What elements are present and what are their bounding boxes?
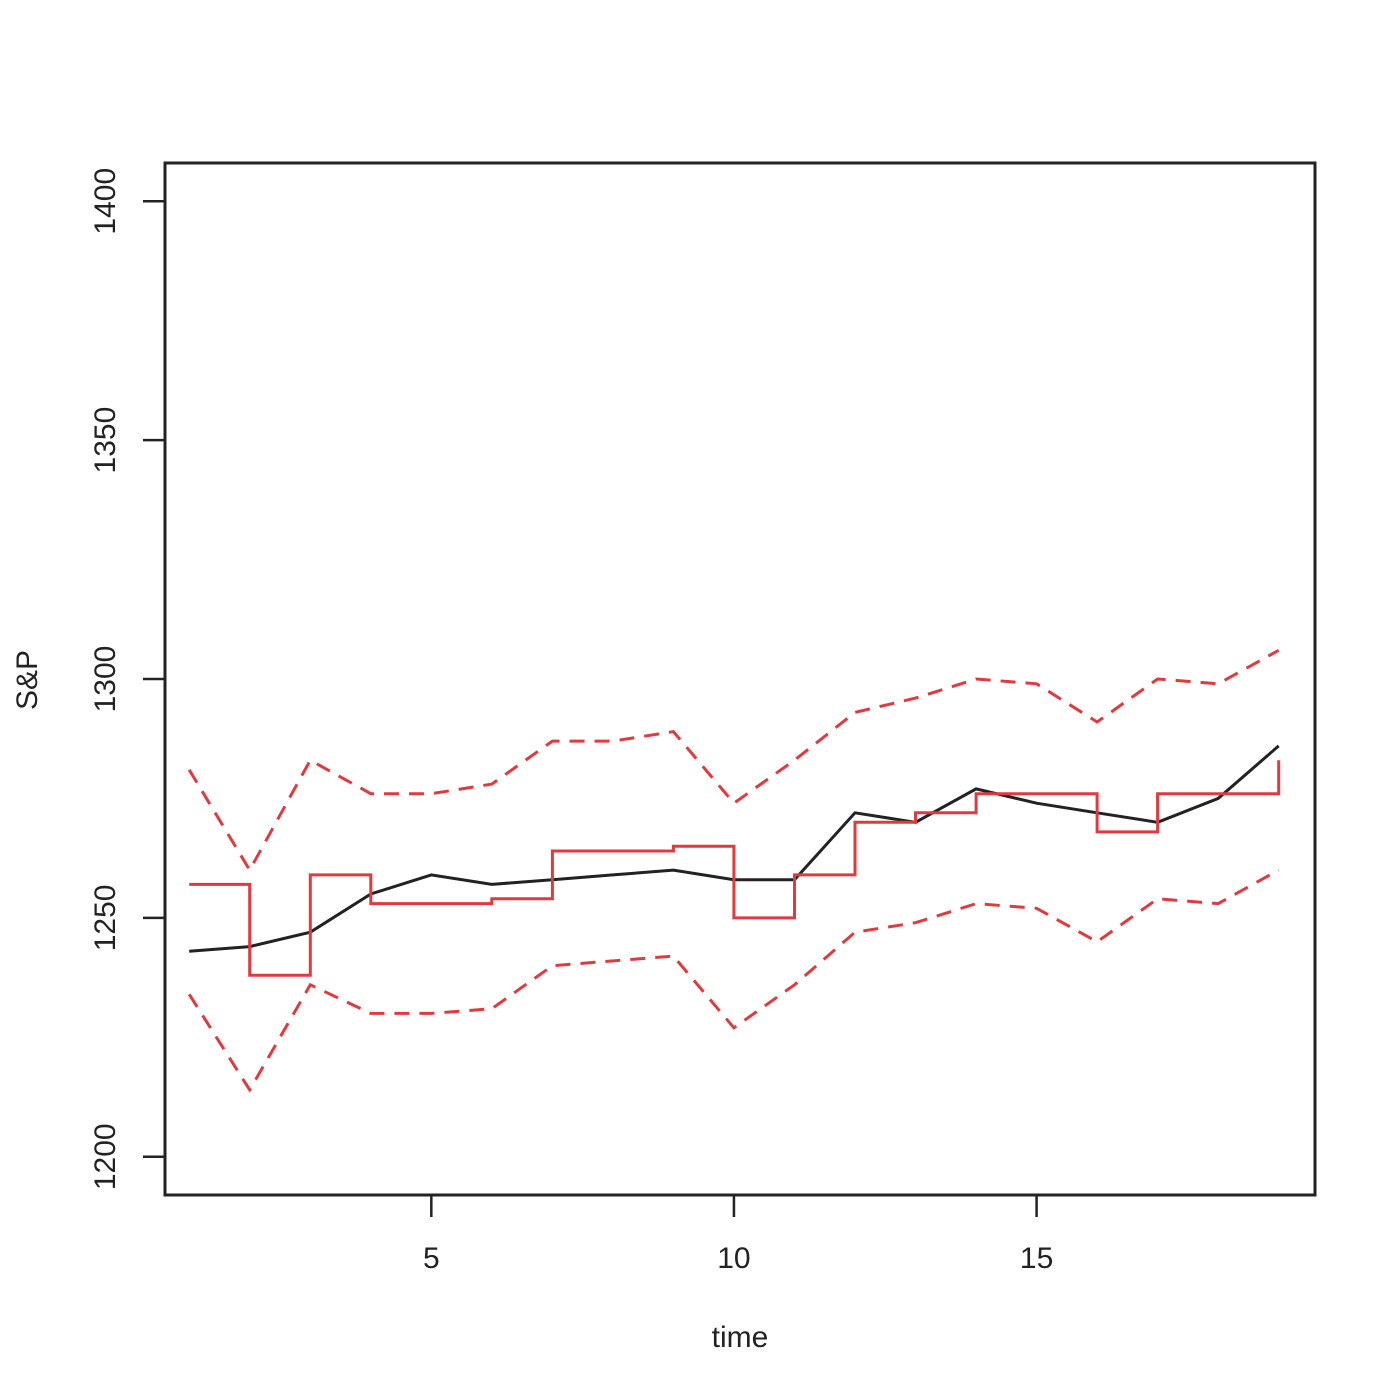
upper-dashed-series-line <box>187 648 1280 874</box>
red-step-series-line <box>189 760 1281 977</box>
series-layer <box>187 648 1281 1093</box>
y-tick-label: 1300 <box>89 646 122 713</box>
x-axis-label: time <box>712 1321 769 1354</box>
plot-frame <box>163 161 1317 1197</box>
y-tick-label: 1200 <box>89 1123 122 1190</box>
x-tick-label: 5 <box>423 1242 440 1275</box>
y-tick-label: 1250 <box>89 885 122 952</box>
x-tick-label: 10 <box>717 1242 750 1275</box>
x-tick-label: 15 <box>1020 1242 1053 1275</box>
y-tick-label: 1400 <box>89 168 122 235</box>
lower-dashed-series-line <box>187 868 1280 1093</box>
x-axis: 5 10 15 <box>423 1195 1053 1275</box>
y-tick-label: 1350 <box>89 407 122 474</box>
y-axis-label: S&P <box>11 650 44 710</box>
y-axis: 1200 1250 1300 1350 1400 <box>89 168 165 1190</box>
